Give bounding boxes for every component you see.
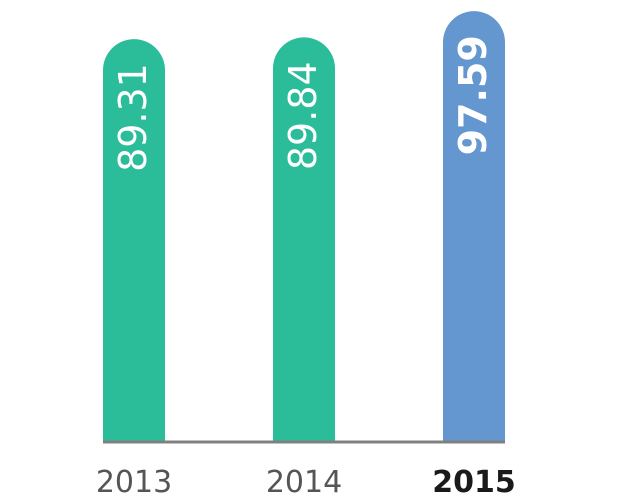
bar-value-label: 97.59 bbox=[451, 35, 495, 155]
bar-2014 bbox=[273, 37, 335, 442]
x-tick-label: 2015 bbox=[432, 465, 516, 500]
x-tick-label: 2013 bbox=[96, 465, 172, 500]
bar-value-label: 89.31 bbox=[111, 63, 155, 172]
bar-2013 bbox=[103, 39, 165, 441]
x-tick-label: 2014 bbox=[266, 465, 342, 500]
bar-value-label: 89.84 bbox=[281, 61, 325, 170]
bar-2015 bbox=[443, 11, 505, 441]
